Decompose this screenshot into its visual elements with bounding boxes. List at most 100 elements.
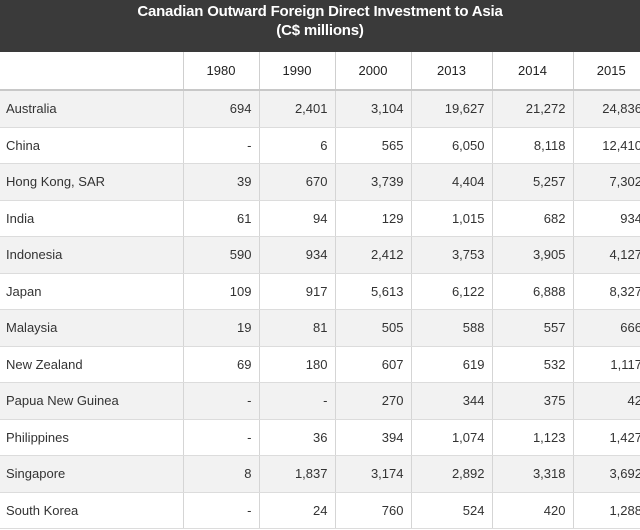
country-cell: Philippines: [0, 419, 184, 456]
value-cell: 394: [335, 419, 412, 456]
value-cell: 5,613: [335, 273, 412, 310]
table-row: Hong Kong, SAR 39 670 3,739 4,404 5,257 7,302: [0, 163, 640, 201]
table-title: Canadian Outward Foreign Direct Investme…: [0, 0, 640, 52]
table-row: Singapore 8 1,837 3,174 2,892 3,318 3,692: [0, 455, 640, 493]
country-cell: South Korea: [0, 492, 184, 529]
country-cell: New Zealand: [0, 346, 184, 383]
value-cell: 1,015: [411, 200, 493, 237]
value-cell: 6,122: [411, 273, 493, 310]
value-cell: 1,123: [492, 419, 574, 456]
value-cell: 532: [492, 346, 574, 383]
value-cell: 4,127: [573, 236, 640, 274]
value-cell: 3,739: [335, 163, 412, 201]
value-cell: 6: [259, 127, 336, 164]
value-cell: 180: [259, 346, 336, 383]
table-row: Malaysia 19 81 505 588 557 666: [0, 309, 640, 347]
value-cell: 94: [259, 200, 336, 237]
value-cell: 129: [335, 200, 412, 237]
value-cell: 6,050: [411, 127, 493, 164]
table-row: China -6 565 6,050 8,118 12,410: [0, 127, 640, 164]
country-cell: China: [0, 127, 184, 164]
value-cell: 39: [183, 163, 260, 201]
title-line-1: Canadian Outward Foreign Direct Investme…: [137, 3, 503, 20]
table-row: India 61 94 129 1,015 682 934: [0, 200, 640, 237]
country-cell: Indonesia: [0, 236, 184, 274]
header-year: 1990: [259, 52, 336, 91]
header-row: 1980 1990 2000 2013 2014 2015: [0, 52, 640, 91]
value-cell: 6,888: [492, 273, 574, 310]
table-row: Indonesia 590 934 2,412 3,753 3,905 4,127: [0, 236, 640, 274]
value-cell: 19: [183, 309, 260, 347]
value-cell: -: [183, 492, 260, 529]
value-cell: 344: [411, 382, 493, 420]
value-cell: 3,692: [573, 455, 640, 493]
value-cell: 24: [259, 492, 336, 529]
value-cell: 934: [573, 200, 640, 237]
value-cell: -: [183, 382, 260, 420]
value-cell: 1,427: [573, 419, 640, 456]
value-cell: 270: [335, 382, 412, 420]
value-cell: 19,627: [411, 90, 493, 128]
table-row: South Korea -24 760 524 420 1,288: [0, 492, 640, 529]
title-line-2: (C$ millions): [276, 22, 364, 39]
value-cell: 670: [259, 163, 336, 201]
value-cell: 12,410: [573, 127, 640, 164]
value-cell: 934: [259, 236, 336, 274]
value-cell: 694: [183, 90, 260, 128]
value-cell: 109: [183, 273, 260, 310]
country-cell: Singapore: [0, 455, 184, 493]
value-cell: -: [259, 382, 336, 420]
table-row: Australia 694 2,401 3,104 19,627 21,272 24,836: [0, 90, 640, 128]
value-cell: 557: [492, 309, 574, 347]
value-cell: 69: [183, 346, 260, 383]
table-row: Japan 109 917 5,613 6,122 6,888 8,327: [0, 273, 640, 310]
value-cell: 3,905: [492, 236, 574, 274]
value-cell: 8,118: [492, 127, 574, 164]
header-year: 2013: [411, 52, 493, 91]
value-cell: 420: [492, 492, 574, 529]
value-cell: 588: [411, 309, 493, 347]
value-cell: 42: [573, 382, 640, 420]
value-cell: 760: [335, 492, 412, 529]
table-row: New Zealand 69 180 607 619 532 1,117: [0, 346, 640, 383]
value-cell: 619: [411, 346, 493, 383]
value-cell: 565: [335, 127, 412, 164]
value-cell: 590: [183, 236, 260, 274]
value-cell: 8: [183, 455, 260, 493]
country-cell: Japan: [0, 273, 184, 310]
value-cell: 2,401: [259, 90, 336, 128]
value-cell: 1,117: [573, 346, 640, 383]
value-cell: 505: [335, 309, 412, 347]
value-cell: -: [183, 419, 260, 456]
value-cell: 524: [411, 492, 493, 529]
value-cell: 607: [335, 346, 412, 383]
value-cell: 36: [259, 419, 336, 456]
header-year: 2015: [573, 52, 640, 91]
value-cell: 1,074: [411, 419, 493, 456]
value-cell: 917: [259, 273, 336, 310]
value-cell: 5,257: [492, 163, 574, 201]
value-cell: 4,404: [411, 163, 493, 201]
value-cell: 8,327: [573, 273, 640, 310]
value-cell: 3,753: [411, 236, 493, 274]
value-cell: -: [183, 127, 260, 164]
header-year: 1980: [183, 52, 260, 91]
country-cell: Hong Kong, SAR: [0, 163, 184, 201]
value-cell: 2,892: [411, 455, 493, 493]
fdi-table: 1980 1990 2000 2013 2014 2015 Australia 6…: [0, 52, 640, 529]
value-cell: 61: [183, 200, 260, 237]
country-cell: Malaysia: [0, 309, 184, 347]
value-cell: 666: [573, 309, 640, 347]
value-cell: 1,288: [573, 492, 640, 529]
table-row: Philippines -36 394 1,074 1,123 1,427: [0, 419, 640, 456]
country-cell: India: [0, 200, 184, 237]
value-cell: 24,836: [573, 90, 640, 128]
value-cell: 3,318: [492, 455, 574, 493]
header-year: 2014: [492, 52, 574, 91]
country-cell: Australia: [0, 90, 184, 128]
value-cell: 21,272: [492, 90, 574, 128]
value-cell: 682: [492, 200, 574, 237]
header-year: 2000: [335, 52, 412, 91]
value-cell: 1,837: [259, 455, 336, 493]
value-cell: 375: [492, 382, 574, 420]
